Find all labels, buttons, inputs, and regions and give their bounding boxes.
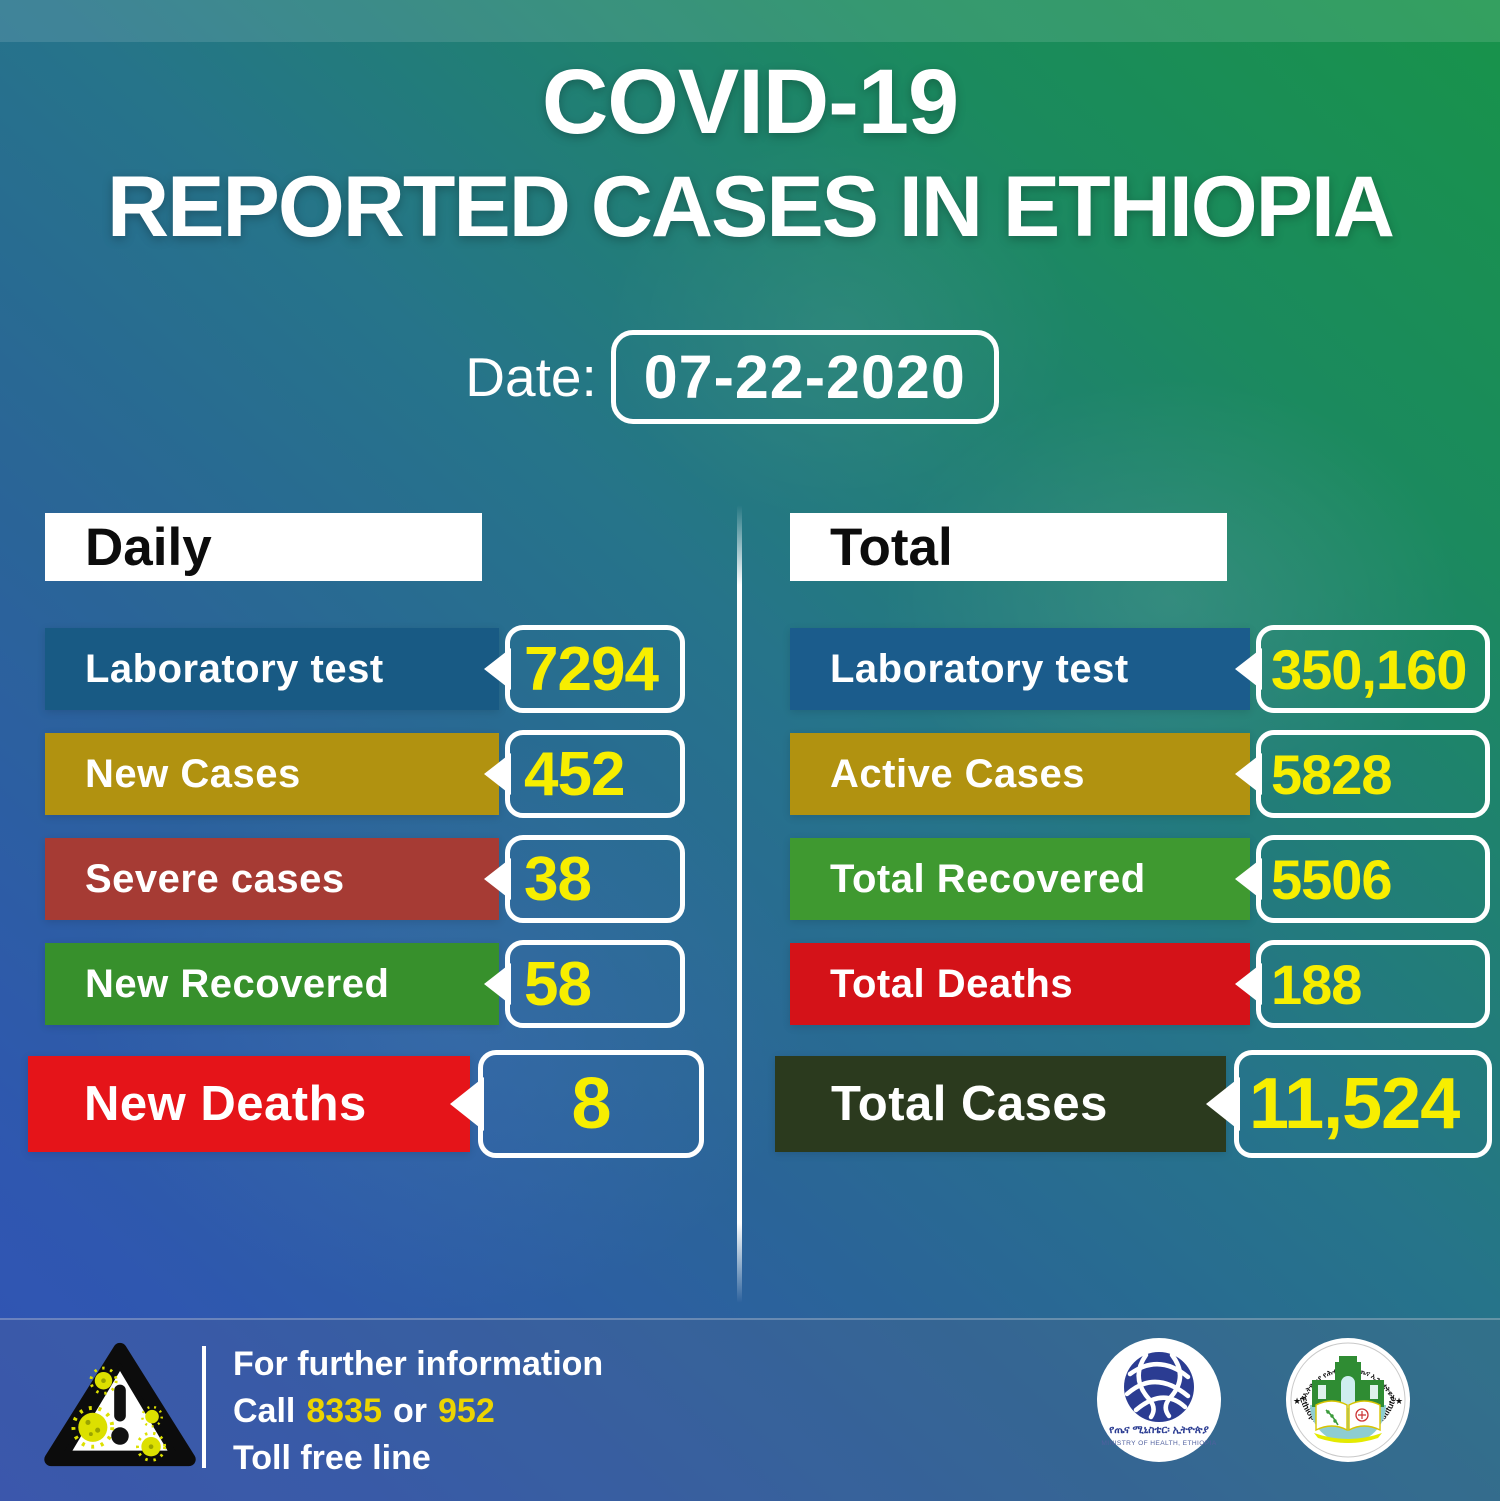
total-section-header: Total — [790, 513, 1227, 581]
value-badge: 350,160 — [1235, 625, 1490, 713]
total-row-total-deaths: Total Deaths 188 — [790, 940, 1490, 1028]
total-row-total-cases: Total Cases 11,524 — [775, 1050, 1492, 1158]
date-value: 07-22-2020 — [643, 343, 966, 411]
value-badge: 38 — [484, 835, 685, 923]
value-badge: 5506 — [1235, 835, 1490, 923]
stat-bar: Laboratory test — [790, 628, 1250, 710]
value-badge: 452 — [484, 730, 685, 818]
stat-value: 452 — [524, 739, 625, 809]
stat-bar: New Recovered — [45, 943, 499, 1025]
value-pointer-icon — [1206, 1077, 1240, 1131]
stat-value: 38 — [524, 844, 592, 914]
value-pointer-icon — [450, 1077, 484, 1131]
daily-row-new-recovered: New Recovered 58 — [45, 940, 685, 1028]
column-divider — [737, 505, 742, 1303]
ephi-logo: የኢትዮጵያ የሕብረተሰብ ጤና ኢንስቲትዩት Ethiopian Publ… — [1286, 1338, 1410, 1462]
total-row-laboratory-test: Laboratory test 350,160 — [790, 625, 1490, 713]
ephi-star-left-icon: ★ — [1293, 1396, 1301, 1406]
stat-value: 5506 — [1271, 847, 1393, 911]
stat-bar: Total Recovered — [790, 838, 1250, 920]
value-badge: 5828 — [1235, 730, 1490, 818]
phone-number-1: 8335 — [306, 1392, 382, 1430]
footer-band — [0, 1318, 1500, 1501]
stat-value: 11,524 — [1249, 1064, 1460, 1144]
footer-info: For further information Call 8335 or 952 To… — [233, 1341, 603, 1482]
stat-bar: New Cases — [45, 733, 499, 815]
value-pointer-icon — [484, 963, 511, 1005]
stat-value: 350,160 — [1271, 637, 1467, 701]
title-line2: REPORTED CASES IN ETHIOPIA — [107, 159, 1395, 255]
date-box: 07-22-2020 — [610, 330, 999, 424]
stat-bar: Severe cases — [45, 838, 499, 920]
value-pointer-icon — [484, 753, 511, 795]
value-pointer-icon — [1235, 753, 1262, 795]
ephi-star-right-icon: ★ — [1395, 1396, 1403, 1406]
daily-row-new-deaths: New Deaths 8 — [28, 1050, 704, 1158]
stat-label: Laboratory test — [85, 646, 384, 691]
stat-label: Total Deaths — [830, 961, 1074, 1006]
stat-bar: Total Deaths — [790, 943, 1250, 1025]
footer-line1: For further information — [233, 1345, 604, 1383]
value-pointer-icon — [1235, 858, 1262, 900]
stat-value: 58 — [524, 949, 592, 1019]
value-pointer-icon — [1235, 963, 1262, 1005]
stat-bar: New Deaths — [28, 1056, 470, 1152]
ephi-emblem — [1310, 1356, 1386, 1443]
date-label: Date: — [465, 346, 597, 408]
stat-value: 7294 — [524, 634, 659, 704]
top-light-band — [0, 0, 1500, 42]
stat-label: Active Cases — [830, 751, 1086, 796]
poster-title: COVID-19 REPORTED CASES IN ETHIOPIA — [0, 56, 1500, 250]
stat-value: 188 — [1271, 952, 1362, 1016]
stat-bar: Laboratory test — [45, 628, 499, 710]
footer-line2: Call 8335 or 952 — [233, 1388, 603, 1435]
value-badge: 8 — [450, 1050, 704, 1158]
total-row-total-recovered: Total Recovered 5506 — [790, 835, 1490, 923]
title-line1: COVID-19 — [541, 51, 959, 153]
value-badge: 7294 — [484, 625, 685, 713]
value-pointer-icon — [1235, 648, 1262, 690]
or-word: or — [393, 1392, 427, 1430]
daily-row-severe-cases: Severe cases 38 — [45, 835, 685, 923]
daily-row-laboratory-test: Laboratory test 7294 — [45, 625, 685, 713]
call-word: Call — [233, 1392, 296, 1430]
stat-bar: Active Cases — [790, 733, 1250, 815]
stat-label: New Deaths — [84, 1077, 367, 1131]
virus-warning-icon — [44, 1342, 196, 1467]
daily-section-header: Daily — [45, 513, 482, 581]
value-pointer-icon — [484, 858, 511, 900]
stat-value: 5828 — [1271, 742, 1393, 806]
value-badge: 188 — [1235, 940, 1490, 1028]
value-badge: 58 — [484, 940, 685, 1028]
moh-amharic-text: የጤና ሚኒስቴር፡ ኢትዮጵያ — [1109, 1424, 1209, 1436]
value-badge: 11,524 — [1206, 1050, 1492, 1158]
ministry-of-health-logo: የጤና ሚኒስቴር፡ ኢትዮጵያ MINISTRY OF HEALTH, ETH… — [1097, 1338, 1221, 1462]
total-row-active-cases: Active Cases 5828 — [790, 730, 1490, 818]
moh-english-text: MINISTRY OF HEALTH, ETHIOPIA — [1101, 1440, 1216, 1447]
daily-row-new-cases: New Cases 452 — [45, 730, 685, 818]
date-row: Date: 07-22-2020 — [0, 330, 1482, 424]
footer-divider — [202, 1346, 206, 1468]
stat-label: New Cases — [85, 751, 301, 796]
stat-label: Laboratory test — [830, 646, 1129, 691]
stat-label: New Recovered — [85, 961, 390, 1006]
stat-label: Total Recovered — [830, 856, 1146, 901]
value-pointer-icon — [484, 648, 511, 690]
stat-label: Total Cases — [831, 1077, 1108, 1131]
footer-line3: Toll free line — [233, 1439, 431, 1477]
phone-number-2: 952 — [438, 1392, 495, 1430]
stat-label: Severe cases — [85, 856, 345, 901]
stat-value: 8 — [571, 1064, 611, 1144]
stat-bar: Total Cases — [775, 1056, 1226, 1152]
